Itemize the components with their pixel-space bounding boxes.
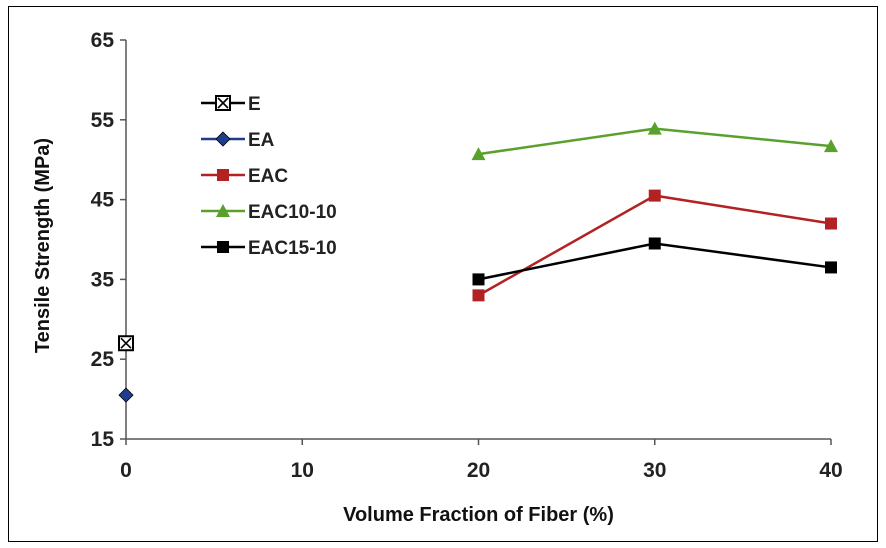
y-tick-label: 35: [91, 268, 115, 291]
y-tick-label: 55: [91, 109, 115, 132]
x-tick-label: 30: [643, 459, 666, 482]
legend: E EA EAC EAC10-10 EAC15-10: [201, 94, 337, 259]
legend-label-eac: EAC: [248, 166, 288, 187]
data-point-eac15-10: [472, 273, 485, 286]
legend-label-eac15-10: EAC15-10: [248, 238, 337, 259]
legend-marker-eac: [217, 169, 229, 181]
data-point-eac: [825, 217, 837, 230]
data-point-eac: [472, 289, 485, 302]
series-ea: [118, 387, 134, 403]
x-tick-label: 10: [291, 459, 314, 482]
x-tick-label: 0: [120, 459, 132, 482]
data-point-eac10-10: [824, 139, 838, 153]
series-layer: [118, 121, 838, 403]
legend-label-e: E: [248, 94, 261, 115]
line-chart: 15 25 35 45 55 65 0 10 20 30 40 E EA EAC EAC10-10 EAC1…: [32, 29, 843, 526]
series-eac10-10: [471, 121, 838, 161]
data-point-eac15-10: [648, 237, 661, 250]
series-eac: [472, 189, 837, 302]
series-eac15-10: [472, 237, 837, 286]
legend-label-eac10-10: EAC10-10: [248, 202, 337, 223]
data-point-e: [118, 335, 134, 352]
legend-marker-eac10-10: [216, 204, 230, 217]
data-point-ea: [118, 387, 134, 403]
legend-marker-ea: [215, 131, 231, 147]
y-tick-label: 25: [91, 348, 115, 371]
data-point-eac: [648, 189, 661, 202]
series-e: [118, 335, 134, 352]
axes: [120, 39, 832, 445]
data-point-eac10-10: [471, 147, 486, 161]
legend-marker-e: [215, 95, 231, 111]
legend-entry-eac15-10: EAC15-10: [201, 238, 337, 259]
data-point-eac15-10: [825, 261, 837, 274]
y-tick-label: 45: [91, 189, 115, 212]
x-axis-title: Volume Fraction of Fiber (%): [343, 504, 614, 526]
legend-marker-eac15-10: [217, 241, 229, 253]
legend-label-ea: EA: [248, 130, 275, 151]
legend-entry-e: E: [201, 94, 261, 115]
y-tick-label: 15: [91, 428, 115, 451]
legend-entry-eac: EAC: [201, 166, 288, 187]
data-point-eac10-10: [647, 121, 662, 135]
tick-labels: 15 25 35 45 55 65 0 10 20 30 40: [91, 29, 843, 482]
x-tick-label: 40: [819, 459, 842, 482]
legend-entry-eac10-10: EAC10-10: [201, 202, 337, 223]
y-tick-label: 65: [91, 29, 115, 52]
chart-frame: 15 25 35 45 55 65 0 10 20 30 40 E EA EAC EAC10-10 EAC1…: [8, 6, 878, 542]
legend-entry-ea: EA: [201, 130, 275, 151]
x-tick-label: 20: [467, 459, 490, 482]
y-axis-title: Tensile Strength (MPa): [32, 138, 54, 353]
